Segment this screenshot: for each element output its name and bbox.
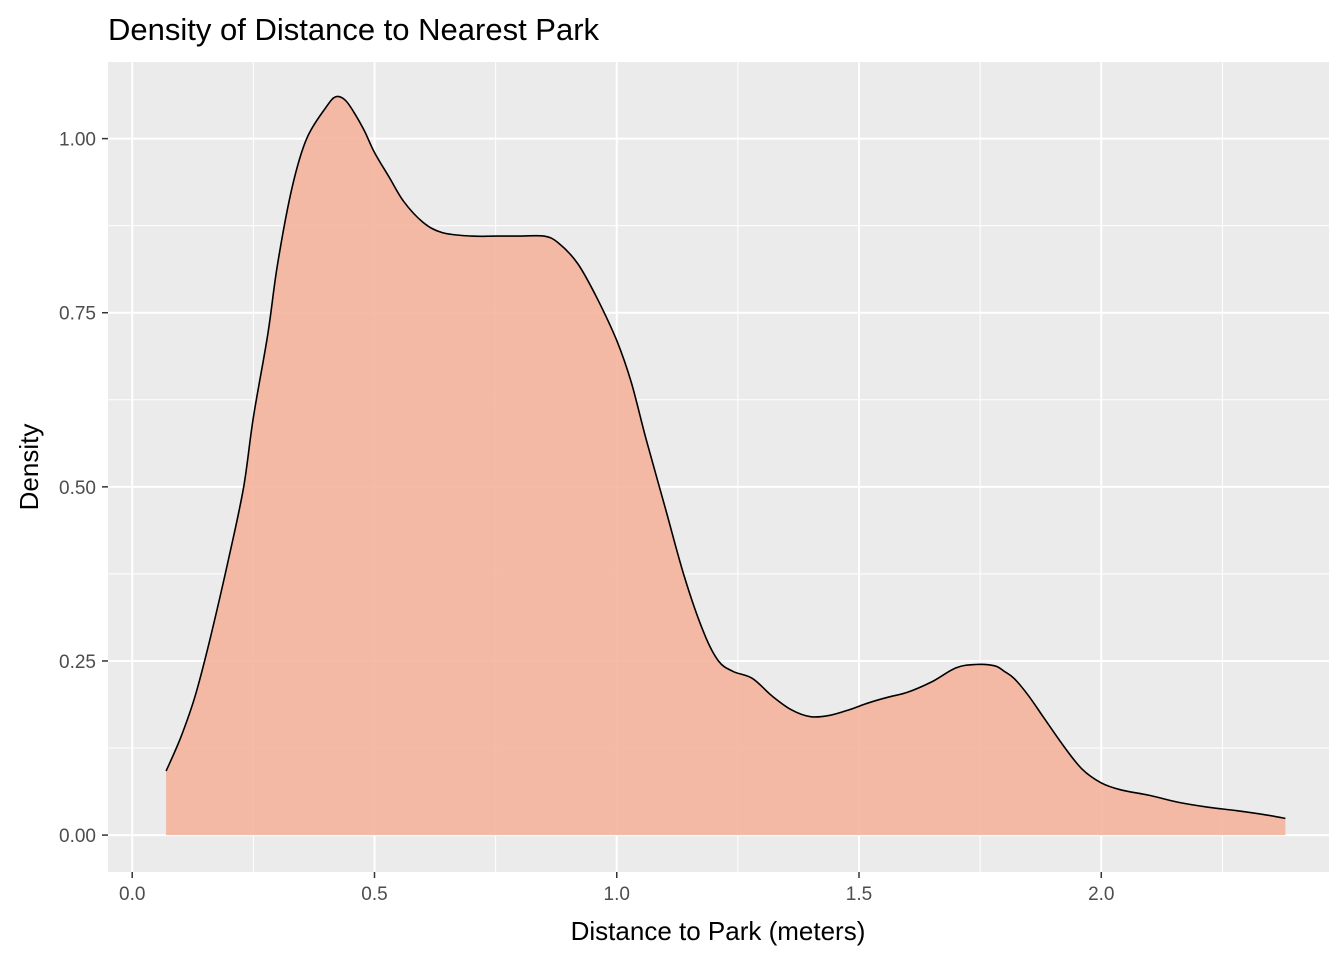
- y-tick-label: 1.00: [59, 130, 96, 151]
- x-tick-label: 0.5: [361, 884, 387, 905]
- y-axis-ticks: 0.00 0.25 0.50 0.75 1.00: [59, 130, 108, 847]
- x-tick-label: 1.5: [846, 884, 872, 905]
- density-area: [166, 96, 1286, 836]
- chart-title: Density of Distance to Nearest Park: [108, 12, 600, 47]
- x-axis-ticks: 0.0 0.5 1.0 1.5 2.0: [119, 872, 1114, 905]
- x-tick-label: 2.0: [1088, 884, 1114, 905]
- y-axis-title: Density: [14, 424, 44, 511]
- x-axis-title: Distance to Park (meters): [571, 916, 866, 946]
- x-tick-label: 0.0: [119, 884, 145, 905]
- y-tick-label: 0.25: [59, 652, 96, 673]
- y-tick-label: 0.75: [59, 304, 96, 325]
- density-curve: [165, 95, 1286, 820]
- y-tick-label: 0.00: [59, 826, 96, 847]
- x-tick-label: 1.0: [604, 884, 630, 905]
- y-tick-label: 0.50: [59, 478, 96, 499]
